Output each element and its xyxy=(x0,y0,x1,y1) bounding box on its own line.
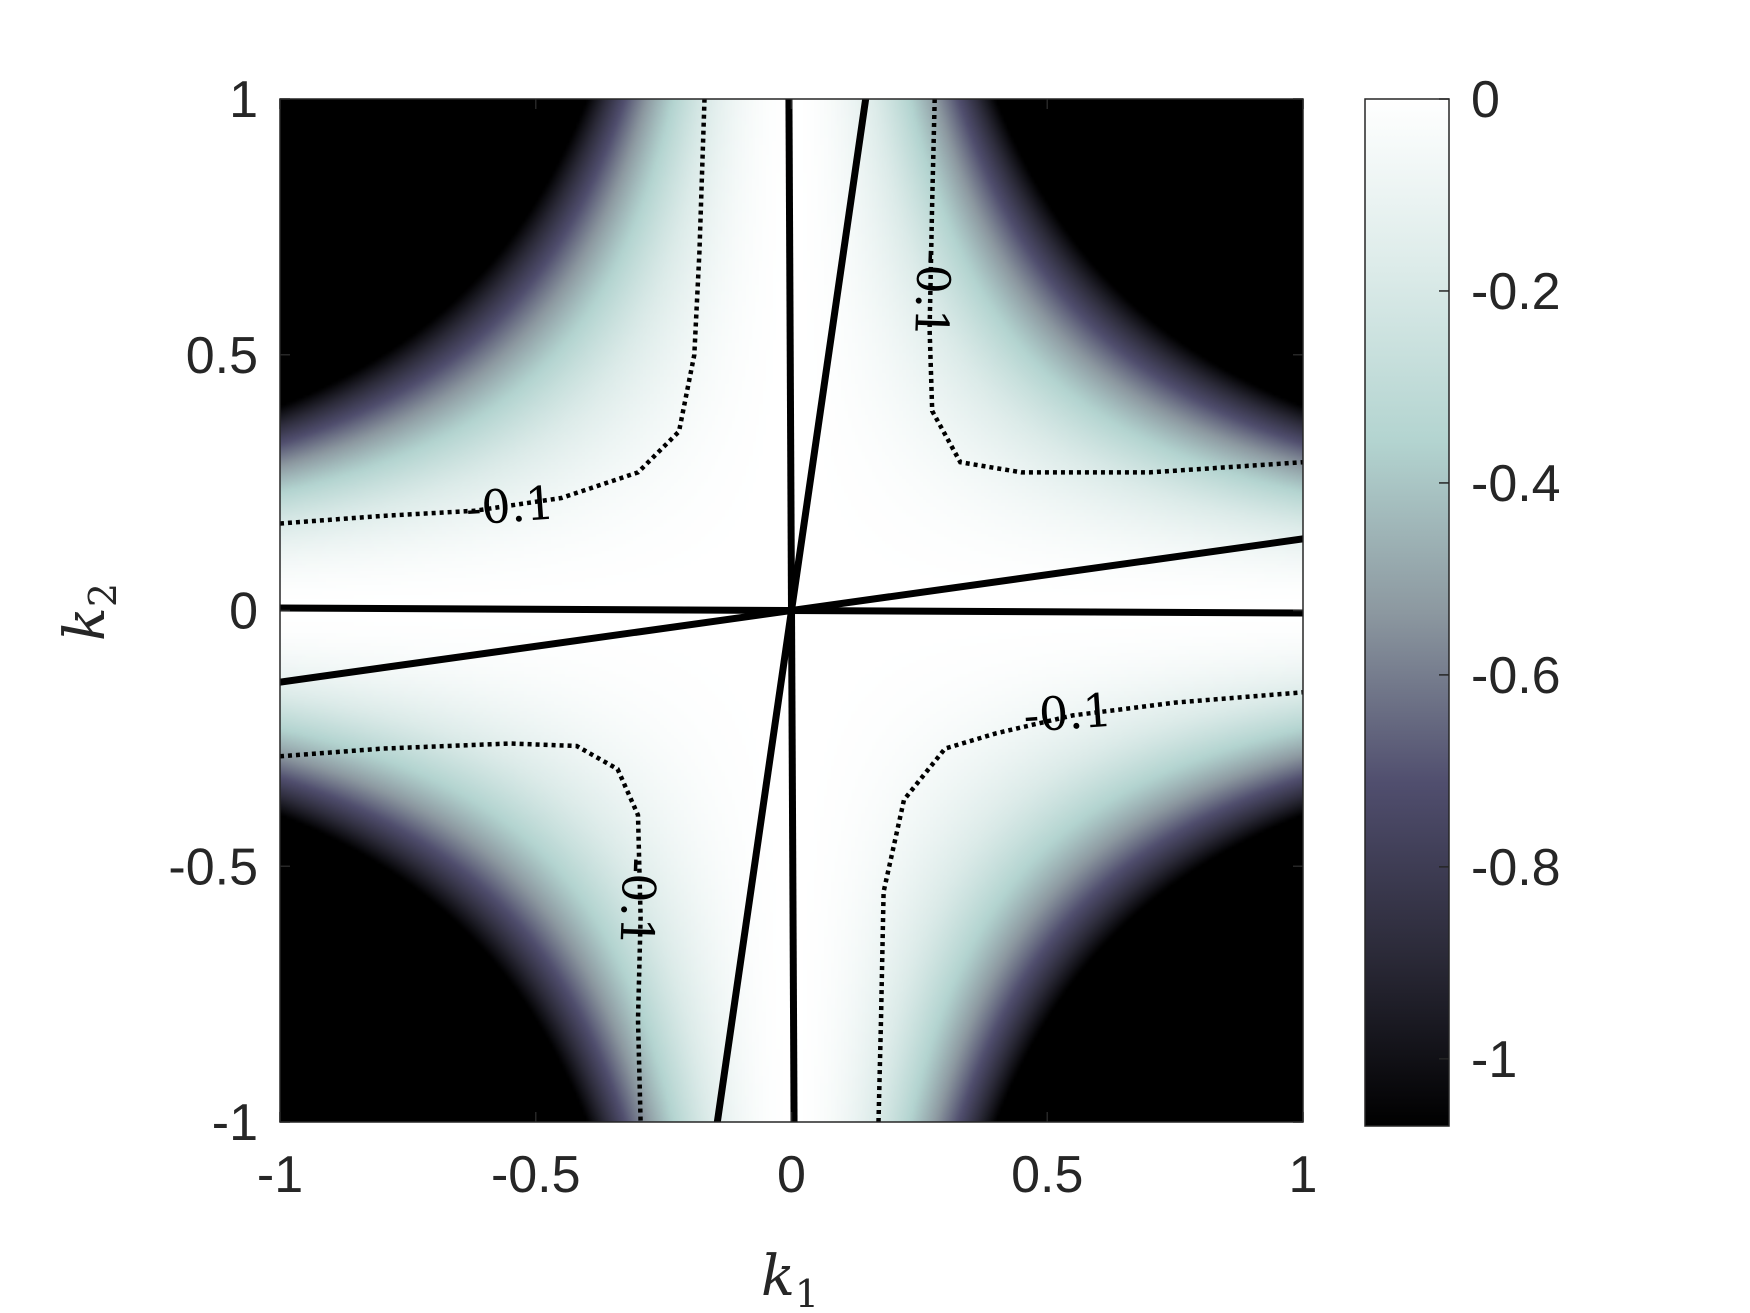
contour-label-upper-left: -0.1 xyxy=(464,476,556,536)
zero-contour-lines xyxy=(280,99,1303,1122)
x-axis-label-sub: 1 xyxy=(795,1272,819,1313)
y-tick-label: -0.5 xyxy=(168,838,258,896)
contour-label-gap-lower-right xyxy=(1008,683,1127,743)
contour-lines xyxy=(280,99,1303,1122)
colorbar-tick-label: -0.2 xyxy=(1471,263,1561,321)
colorbar-tick-label: -0.6 xyxy=(1471,647,1561,705)
y-tick-label: -1 xyxy=(212,1094,258,1152)
x-axis-ticks: -1 -0.5 0 0.5 1 xyxy=(257,99,1318,1204)
colorbar-tick-label: 0 xyxy=(1471,71,1500,129)
colorbar: 0 -0.2 -0.4 -0.6 -0.8 -1 xyxy=(1364,71,1561,1127)
y-tick-label: 0 xyxy=(229,583,258,641)
y-axis-ticks: -1 -0.5 0 0.5 1 xyxy=(168,71,1303,1152)
contour-line-lower-right xyxy=(876,690,1303,1122)
contour-label-gap-upper-right xyxy=(905,234,961,352)
plot-area: -0.1 -0.1 -0.1 -0.1 xyxy=(279,98,1304,1123)
y-tick-label: 1 xyxy=(229,71,258,129)
contour-label-lower-right: -0.1 xyxy=(1022,683,1114,743)
x-tick-label: -0.5 xyxy=(491,1146,581,1204)
zero-line-4 xyxy=(713,99,870,1122)
colorbar-bar xyxy=(1364,98,1450,1127)
contour-label-gap-upper-left xyxy=(451,476,570,536)
contour-line-lower-left xyxy=(280,741,643,1122)
contour-labels: -0.1 -0.1 -0.1 -0.1 xyxy=(451,234,1127,961)
x-tick-label: 0 xyxy=(777,1146,806,1204)
y-axis-label-base: k xyxy=(53,607,118,641)
colorbar-tick-label: -0.8 xyxy=(1471,839,1561,897)
x-axis-label: k1 xyxy=(761,1244,819,1313)
contour-line-upper-left xyxy=(280,99,707,526)
x-axis-label-base: k xyxy=(761,1244,795,1309)
x-tick-label: 0.5 xyxy=(1011,1146,1083,1204)
colorbar-tick-label: -0.4 xyxy=(1471,455,1561,513)
x-tick-label: 1 xyxy=(1289,1146,1318,1204)
colorbar-ticks: 0 -0.2 -0.4 -0.6 -0.8 -1 xyxy=(1439,71,1561,1089)
contour-line-upper-right xyxy=(927,99,1303,475)
y-axis-label: k2 xyxy=(53,583,125,641)
x-tick-label: -1 xyxy=(257,1146,303,1204)
contour-label-lower-left: -0.1 xyxy=(610,857,667,948)
contour-label-upper-right: -0.1 xyxy=(904,248,961,339)
y-tick-label: 0.5 xyxy=(186,327,258,385)
contour-label-gap-lower-left xyxy=(610,843,666,961)
colorbar-tick-label: -1 xyxy=(1471,1031,1517,1089)
y-axis-label-sub: 2 xyxy=(81,583,125,607)
